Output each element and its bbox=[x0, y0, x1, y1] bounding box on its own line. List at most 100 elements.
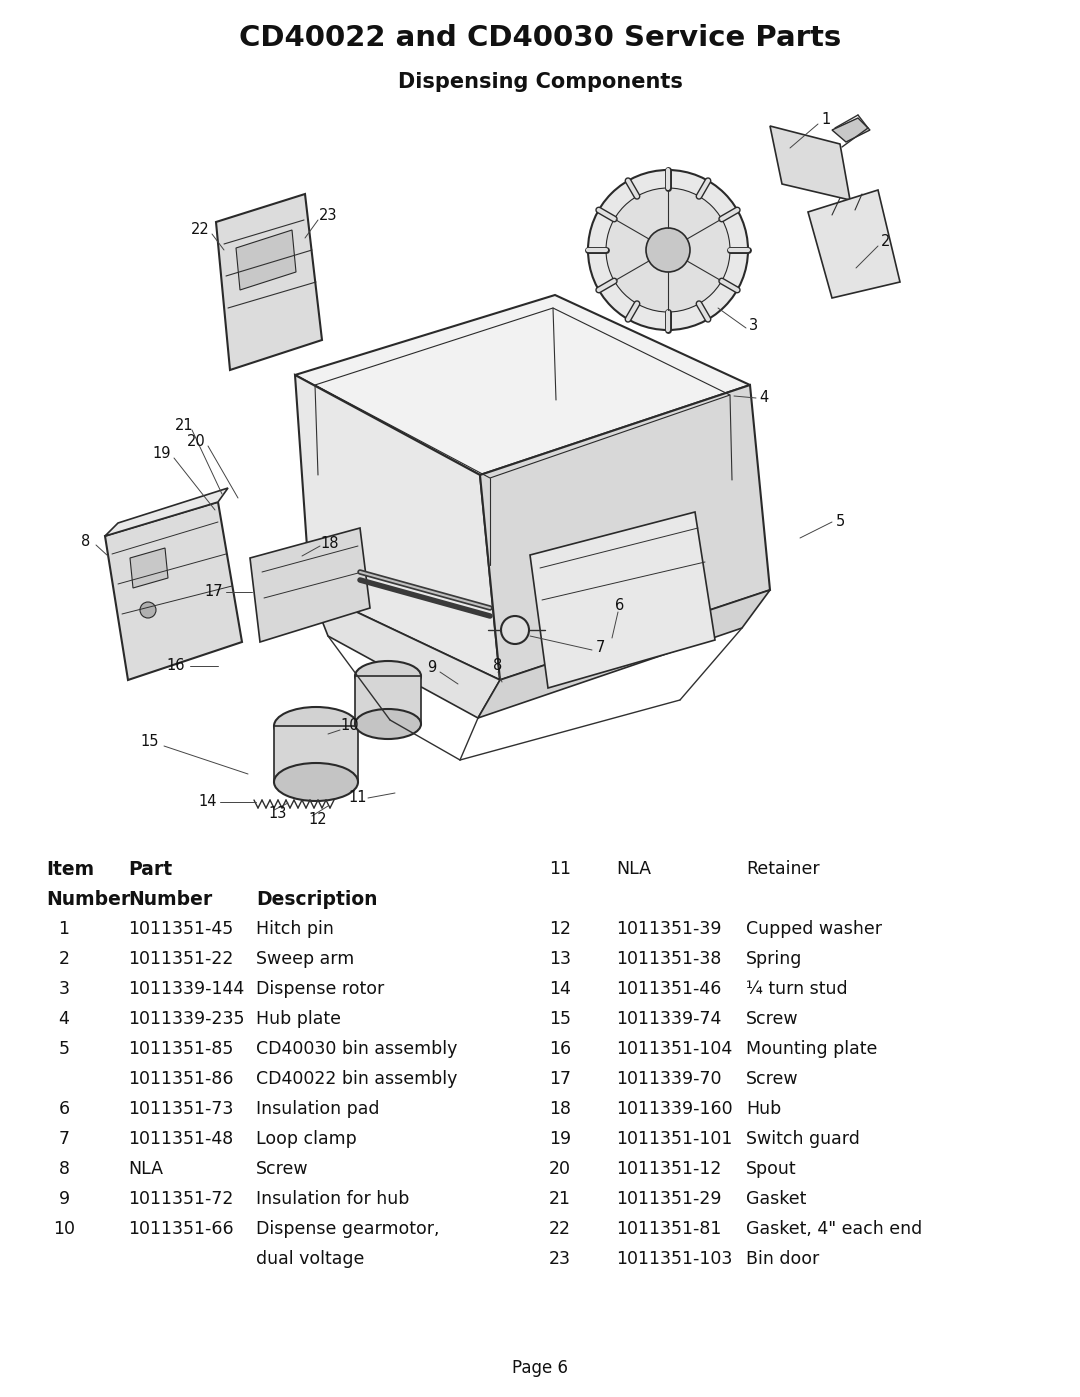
Text: Screw: Screw bbox=[746, 1070, 798, 1088]
Text: 21: 21 bbox=[549, 1190, 571, 1208]
Text: 1: 1 bbox=[58, 921, 69, 937]
Text: CD40022 bin assembly: CD40022 bin assembly bbox=[256, 1070, 457, 1088]
Text: 1011339-74: 1011339-74 bbox=[616, 1010, 721, 1028]
Text: 1011339-160: 1011339-160 bbox=[616, 1099, 732, 1118]
Text: ¼ turn stud: ¼ turn stud bbox=[746, 981, 848, 997]
Text: Cupped washer: Cupped washer bbox=[746, 921, 882, 937]
Text: NLA: NLA bbox=[616, 861, 651, 877]
Text: 8: 8 bbox=[81, 535, 91, 549]
Text: Screw: Screw bbox=[256, 1160, 309, 1178]
Ellipse shape bbox=[355, 710, 421, 739]
Text: Item: Item bbox=[46, 861, 94, 879]
Text: 14: 14 bbox=[549, 981, 571, 997]
Text: 16: 16 bbox=[549, 1039, 571, 1058]
Text: 6: 6 bbox=[58, 1099, 69, 1118]
Text: 18: 18 bbox=[549, 1099, 571, 1118]
Text: 12: 12 bbox=[309, 813, 327, 827]
Polygon shape bbox=[295, 295, 750, 475]
Text: NLA: NLA bbox=[129, 1160, 163, 1178]
Text: 10: 10 bbox=[53, 1220, 75, 1238]
Text: 23: 23 bbox=[319, 208, 337, 224]
Text: 1011351-103: 1011351-103 bbox=[616, 1250, 732, 1268]
Circle shape bbox=[606, 189, 730, 312]
Text: 23: 23 bbox=[549, 1250, 571, 1268]
Text: Switch guard: Switch guard bbox=[746, 1130, 860, 1148]
Text: 1011351-46: 1011351-46 bbox=[616, 981, 721, 997]
Ellipse shape bbox=[274, 707, 357, 745]
Text: Hub: Hub bbox=[746, 1099, 781, 1118]
Text: 7: 7 bbox=[58, 1130, 69, 1148]
Text: 1011351-86: 1011351-86 bbox=[129, 1070, 233, 1088]
Text: Part: Part bbox=[129, 861, 172, 879]
Text: Insulation pad: Insulation pad bbox=[256, 1099, 379, 1118]
Text: 1011351-101: 1011351-101 bbox=[616, 1130, 732, 1148]
Text: 10: 10 bbox=[340, 718, 360, 733]
Text: 15: 15 bbox=[140, 735, 159, 750]
Text: 1: 1 bbox=[822, 113, 831, 127]
Text: 1011351-39: 1011351-39 bbox=[616, 921, 721, 937]
Text: 4: 4 bbox=[759, 391, 769, 405]
Text: 11: 11 bbox=[549, 861, 571, 877]
Text: 9: 9 bbox=[58, 1190, 69, 1208]
Text: 20: 20 bbox=[187, 434, 205, 450]
Polygon shape bbox=[832, 117, 870, 142]
Polygon shape bbox=[105, 488, 228, 536]
Text: 5: 5 bbox=[58, 1039, 69, 1058]
Text: Number: Number bbox=[46, 890, 131, 909]
Text: 3: 3 bbox=[750, 319, 758, 334]
Text: Gasket: Gasket bbox=[746, 1190, 807, 1208]
Text: 14: 14 bbox=[199, 795, 217, 809]
Circle shape bbox=[588, 170, 748, 330]
Text: 6: 6 bbox=[616, 598, 624, 613]
Text: Description: Description bbox=[256, 890, 378, 909]
Text: Insulation for hub: Insulation for hub bbox=[256, 1190, 409, 1208]
Text: 1011351-85: 1011351-85 bbox=[129, 1039, 233, 1058]
Text: 20: 20 bbox=[549, 1160, 571, 1178]
Polygon shape bbox=[480, 386, 770, 680]
Text: 1011339-70: 1011339-70 bbox=[616, 1070, 721, 1088]
Text: Retainer: Retainer bbox=[746, 861, 820, 877]
Text: 22: 22 bbox=[191, 222, 210, 237]
Polygon shape bbox=[478, 590, 770, 718]
Text: Gasket, 4" each end: Gasket, 4" each end bbox=[746, 1220, 922, 1238]
Text: 21: 21 bbox=[175, 419, 193, 433]
Text: 15: 15 bbox=[549, 1010, 571, 1028]
Text: Spring: Spring bbox=[746, 950, 802, 968]
Text: 1011351-72: 1011351-72 bbox=[129, 1190, 233, 1208]
Text: 4: 4 bbox=[58, 1010, 69, 1028]
Text: 17: 17 bbox=[549, 1070, 571, 1088]
Text: Page 6: Page 6 bbox=[512, 1359, 568, 1377]
Text: 16: 16 bbox=[166, 658, 186, 673]
Text: 1011351-48: 1011351-48 bbox=[129, 1130, 233, 1148]
Text: 1011351-29: 1011351-29 bbox=[616, 1190, 721, 1208]
Text: 18: 18 bbox=[321, 535, 339, 550]
Text: 1011351-81: 1011351-81 bbox=[616, 1220, 721, 1238]
Text: 19: 19 bbox=[152, 447, 172, 461]
Polygon shape bbox=[237, 231, 296, 291]
Text: Spout: Spout bbox=[746, 1160, 797, 1178]
Text: 3: 3 bbox=[58, 981, 69, 997]
Text: Hitch pin: Hitch pin bbox=[256, 921, 334, 937]
Text: 13: 13 bbox=[549, 950, 571, 968]
Text: 1011351-73: 1011351-73 bbox=[129, 1099, 233, 1118]
Text: 8: 8 bbox=[58, 1160, 69, 1178]
Text: Hub plate: Hub plate bbox=[256, 1010, 341, 1028]
Text: 1011351-38: 1011351-38 bbox=[616, 950, 721, 968]
Text: 1011351-66: 1011351-66 bbox=[129, 1220, 233, 1238]
Text: 2: 2 bbox=[58, 950, 69, 968]
Text: dual voltage: dual voltage bbox=[256, 1250, 364, 1268]
Text: 12: 12 bbox=[549, 921, 571, 937]
Text: 22: 22 bbox=[549, 1220, 571, 1238]
Text: Mounting plate: Mounting plate bbox=[746, 1039, 877, 1058]
Text: 9: 9 bbox=[428, 661, 436, 676]
Polygon shape bbox=[249, 528, 370, 643]
Text: Sweep arm: Sweep arm bbox=[256, 950, 354, 968]
Text: 7: 7 bbox=[595, 640, 605, 655]
Text: 17: 17 bbox=[205, 584, 224, 599]
Text: 8: 8 bbox=[494, 658, 502, 673]
Text: 11: 11 bbox=[349, 791, 367, 806]
Polygon shape bbox=[105, 502, 242, 680]
Text: 2: 2 bbox=[881, 235, 891, 250]
Text: 1011351-45: 1011351-45 bbox=[129, 921, 233, 937]
Text: 13: 13 bbox=[269, 806, 287, 821]
